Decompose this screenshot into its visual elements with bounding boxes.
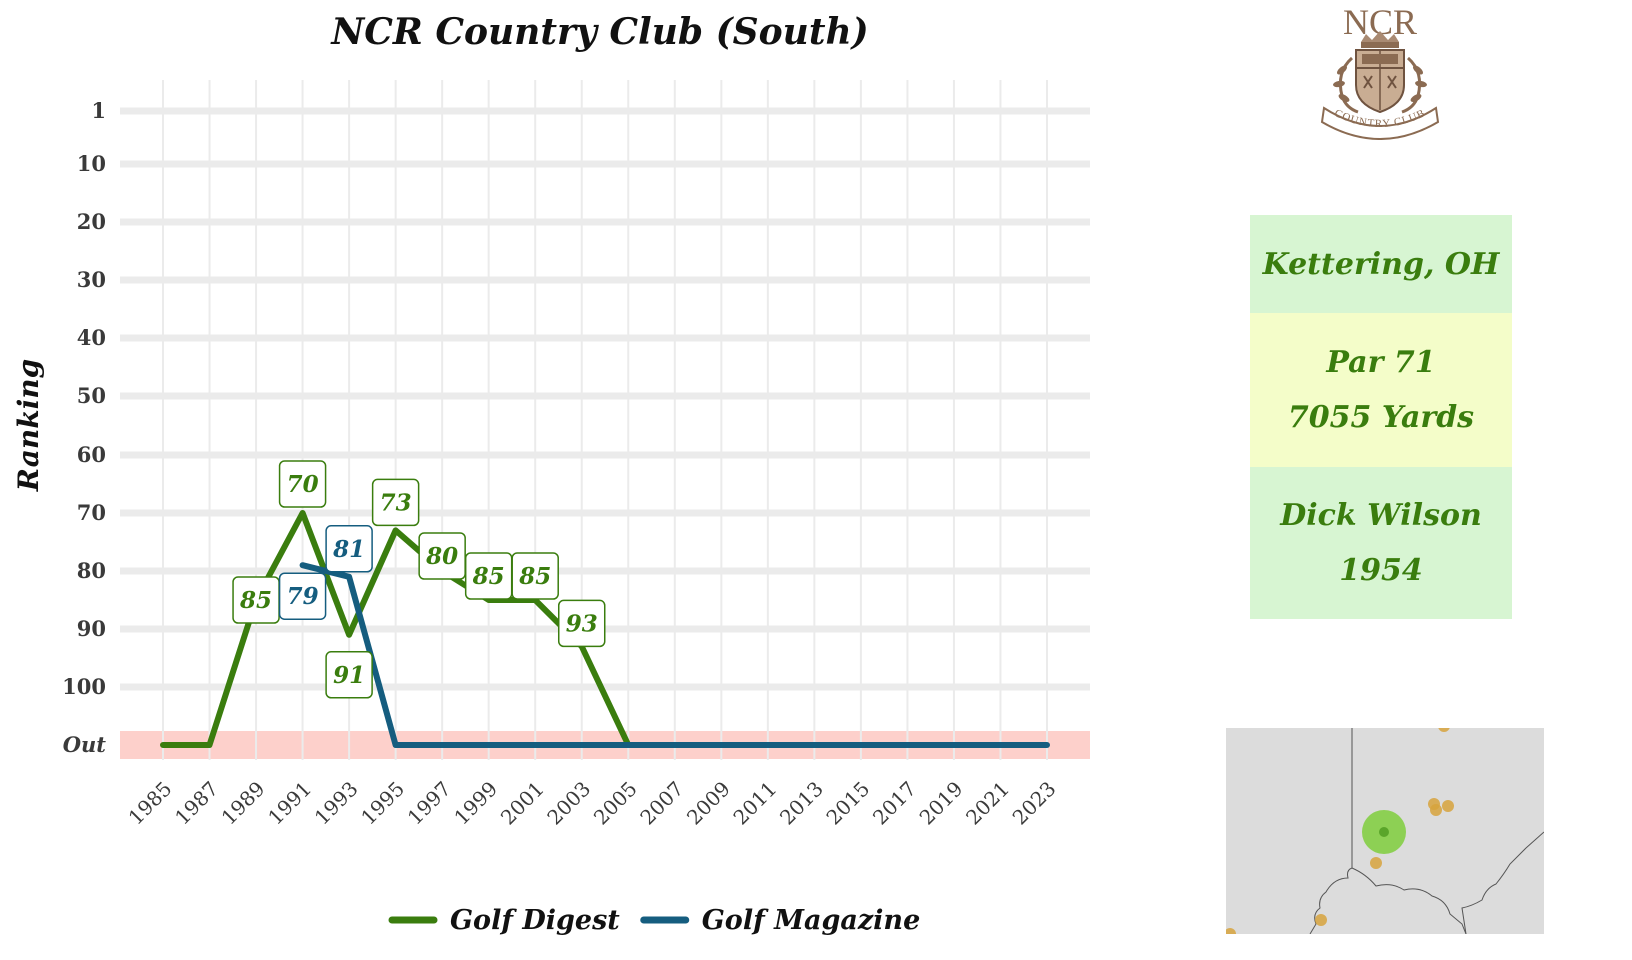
chart-title: NCR Country Club (South) <box>330 11 868 53</box>
data-label: 85 <box>232 576 280 624</box>
ncr-logo: NCR COUNTRY CLUB <box>1320 2 1440 140</box>
data-label-box <box>511 552 559 600</box>
data-label: 93 <box>557 599 606 648</box>
data-label-text: 85 <box>518 563 551 590</box>
y-tick-label: Out <box>63 732 107 757</box>
x-tick-label: 1989 <box>217 777 270 830</box>
legend: Golf Digest Golf Magazine <box>388 905 921 936</box>
data-label-text: 91 <box>333 662 365 689</box>
x-tick-label: 2017 <box>868 777 921 830</box>
y-axis-label: Ranking <box>12 359 45 492</box>
y-tick-label: 20 <box>77 209 106 234</box>
state-border-river <box>1351 867 1467 934</box>
series-line-golf-digest <box>160 510 632 748</box>
architect-box: Dick Wilson 1954 <box>1250 467 1512 619</box>
y-tick-label: 50 <box>77 383 106 408</box>
data-label: 80 <box>418 532 466 580</box>
map-svg <box>1226 728 1544 934</box>
data-label-text: 85 <box>472 563 505 590</box>
course-marker <box>1430 804 1442 816</box>
data-label-text: 93 <box>566 610 598 637</box>
x-tick-label: 2021 <box>961 777 1014 830</box>
x-tick-label: 1997 <box>403 777 456 830</box>
data-label-text: 85 <box>239 587 272 614</box>
course-marker <box>1442 800 1454 812</box>
y-tick-label: 80 <box>77 558 106 583</box>
course-info-panel: Kettering, OH Par 71 7055 Yards Dick Wil… <box>1250 215 1512 619</box>
data-label-box <box>418 532 466 580</box>
y-tick-label: 1 <box>91 98 106 123</box>
data-label-text: 73 <box>380 489 412 516</box>
data-label-box <box>278 460 327 508</box>
y-tick-label: 90 <box>77 616 106 641</box>
par-yardage-box: Par 71 7055 Yards <box>1250 313 1512 467</box>
yardage-text: 7055 Yards <box>1287 400 1475 435</box>
location-text: Kettering, OH <box>1262 246 1500 282</box>
architect-text: Dick Wilson <box>1280 498 1482 533</box>
x-tick-label: 1995 <box>356 777 409 830</box>
x-tick-label: 1999 <box>449 777 502 830</box>
x-tick-label: 2003 <box>542 777 595 830</box>
x-tick-label: 1987 <box>170 777 223 830</box>
data-label-box <box>371 478 420 527</box>
y-tick-label: 100 <box>62 674 106 699</box>
x-tick-label: 2001 <box>496 777 549 830</box>
x-tick-label: 2007 <box>635 777 688 830</box>
x-tick-label: 2013 <box>775 777 828 830</box>
data-label-text: 80 <box>425 543 458 570</box>
data-label-text: 81 <box>332 536 365 563</box>
data-label-box <box>557 599 606 648</box>
data-label-text: 79 <box>287 583 319 610</box>
x-tick-label: 2019 <box>915 777 968 830</box>
x-tick-label: 2011 <box>728 777 781 830</box>
x-tick-label: 1993 <box>310 777 363 830</box>
data-label-box <box>325 525 373 573</box>
y-tick-label: 30 <box>77 267 106 292</box>
year-built-text: 1954 <box>1339 553 1423 588</box>
data-label: 73 <box>371 478 420 527</box>
y-tick-label: 70 <box>77 500 106 525</box>
location-box: Kettering, OH <box>1250 215 1512 313</box>
course-marker <box>1438 728 1450 732</box>
data-label: 85 <box>511 552 559 600</box>
location-map <box>1226 728 1544 934</box>
course-marker <box>1370 857 1382 869</box>
x-tick-label: 1991 <box>263 777 316 830</box>
data-label-text: 70 <box>287 471 319 498</box>
legend-label: Golf Magazine <box>702 905 921 936</box>
par-text: Par 71 <box>1326 345 1436 380</box>
state-border-east <box>1461 831 1544 934</box>
course-marker <box>1226 928 1236 934</box>
ranking-chart: NCR Country Club (South) Ranking 1 10 20 30… <box>12 11 1090 936</box>
highlighted-course-center <box>1379 827 1389 837</box>
legend-label: Golf Digest <box>450 905 620 936</box>
data-label: 70 <box>278 460 327 508</box>
x-tick-label: 2015 <box>821 777 874 830</box>
x-tick-label: 1985 <box>124 777 177 830</box>
data-label-box <box>278 572 327 620</box>
data-label: 81 <box>325 525 373 573</box>
data-label: 85 <box>464 552 513 600</box>
x-tick-label: 2005 <box>589 777 642 830</box>
state-border-west <box>1309 728 1353 934</box>
course-marker <box>1315 914 1327 926</box>
x-tick-label: 2009 <box>682 777 735 830</box>
data-label: 91 <box>325 651 373 699</box>
y-tick-label: 10 <box>77 151 106 176</box>
data-label-box <box>325 651 373 699</box>
y-tick-label: 40 <box>77 325 106 350</box>
data-label: 79 <box>278 572 327 620</box>
x-tick-label: 2023 <box>1008 777 1061 830</box>
y-tick-label: 60 <box>77 442 106 467</box>
